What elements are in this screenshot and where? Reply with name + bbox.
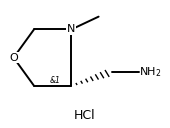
Text: NH$_2$: NH$_2$ xyxy=(139,65,162,79)
Text: &1: &1 xyxy=(50,76,61,85)
Text: O: O xyxy=(9,53,18,63)
Text: N: N xyxy=(67,24,76,34)
Text: HCl: HCl xyxy=(74,109,96,122)
